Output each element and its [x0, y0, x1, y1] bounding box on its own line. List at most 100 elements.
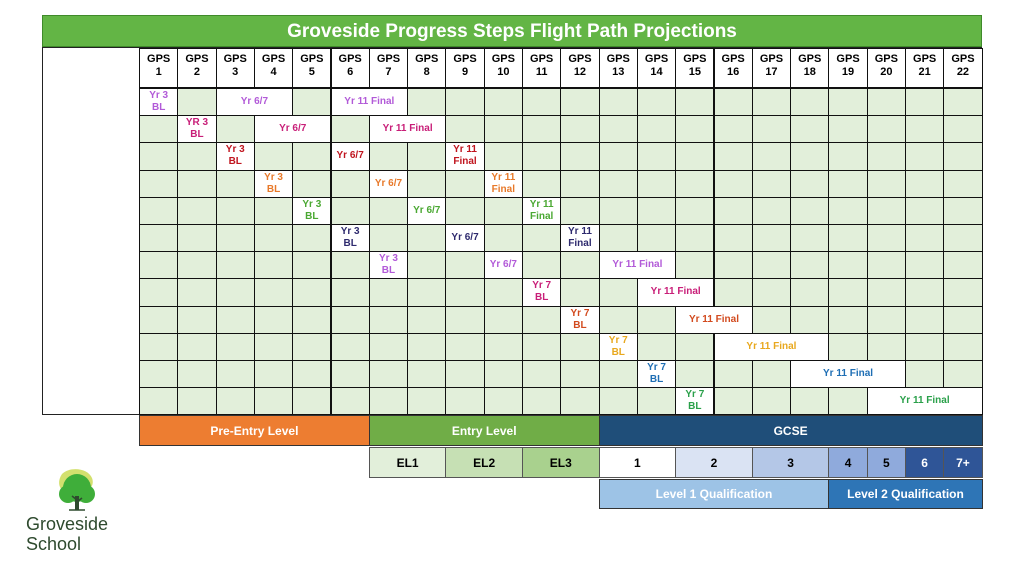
grid-cell: [943, 305, 983, 334]
grid-cell: [943, 115, 983, 144]
grid-cell: [905, 278, 945, 307]
grid-cell: [407, 360, 447, 389]
grid-cell: [368, 142, 409, 171]
flight-path-label: Yr 3 BL: [330, 224, 370, 253]
grid-cell: [177, 332, 217, 361]
grid-cell: [407, 224, 447, 253]
grid-cell: [368, 196, 409, 225]
grid-cell: [943, 278, 983, 307]
gps-header-6: GPS 6: [330, 48, 370, 88]
grid-cell: [253, 224, 294, 253]
grid-cell: [943, 224, 983, 253]
grid-cell: [215, 332, 255, 361]
grid-cell: [253, 332, 294, 361]
flight-path-label: Yr 11 Final: [483, 169, 523, 198]
flight-path-label: Yr 11 Final: [866, 387, 983, 416]
grid-cell: [598, 196, 638, 225]
grid-cell: [828, 387, 868, 416]
grid-cell: [483, 387, 523, 416]
grid-cell: [560, 332, 600, 361]
grid-cell: [905, 305, 945, 334]
flight-path-label: Yr 7 BL: [636, 360, 677, 389]
grid-cell: [292, 332, 332, 361]
grid-cell: [560, 196, 600, 225]
grid-cell: [751, 142, 792, 171]
grid-cell: [713, 224, 753, 253]
grid-cell: [751, 360, 792, 389]
grid-cell: [866, 196, 906, 225]
grid-cell: [445, 332, 485, 361]
grid-cell: [751, 196, 792, 225]
grid-cell: [636, 88, 677, 117]
grid-cell: [368, 360, 409, 389]
grid-cell: [407, 88, 447, 117]
grid-cell: [828, 224, 868, 253]
grid-cell: [905, 332, 945, 361]
grade-cell-0: EL1: [368, 447, 447, 478]
grid-cell: [445, 169, 485, 198]
gps-header-2: GPS 2: [177, 48, 217, 88]
grid-cell: [483, 115, 523, 144]
grid-cell: [790, 305, 830, 334]
grid-cell: [445, 305, 485, 334]
grid-cell: [598, 115, 638, 144]
grid-cell: [675, 196, 715, 225]
grid-cell: [751, 251, 792, 280]
grid-cell: [253, 278, 294, 307]
grid-cell: [905, 196, 945, 225]
grid-cell: [828, 115, 868, 144]
grid-cell: [675, 169, 715, 198]
grid-cell: [330, 332, 370, 361]
grid-cell: [445, 251, 485, 280]
flight-path-label: Yr 3 BL: [292, 196, 332, 225]
grid-cell: [368, 278, 409, 307]
grid-cell: [139, 251, 179, 280]
grid-cell: [215, 278, 255, 307]
grid-cell: [675, 251, 715, 280]
grid-cell: [866, 224, 906, 253]
grid-cell: [636, 305, 677, 334]
grid-cell: [407, 251, 447, 280]
grid-cell: [522, 142, 562, 171]
gps-header-12: GPS 12: [560, 48, 600, 88]
grid-cell: [407, 278, 447, 307]
grid-cell: [713, 169, 753, 198]
level-band-0: Pre-Entry Level: [139, 415, 370, 446]
gps-header-21: GPS 21: [905, 48, 945, 88]
grid-cell: [790, 387, 830, 416]
grid-cell: [943, 360, 983, 389]
grid-cell: [407, 142, 447, 171]
grid-cell: [445, 88, 485, 117]
grid-cell: [483, 332, 523, 361]
grid-cell: [330, 278, 370, 307]
grade-cell-1: EL2: [445, 447, 523, 478]
grid-cell: [828, 142, 868, 171]
flight-path-label: Yr 6/7: [407, 196, 447, 225]
grid-cell: [713, 278, 753, 307]
flight-path-label: Yr 3 BL: [368, 251, 409, 280]
grid-cell: [751, 88, 792, 117]
grid-cell: [905, 115, 945, 144]
flight-path-label: Yr 6/7: [330, 142, 370, 171]
grid-cell: [828, 332, 868, 361]
grid-cell: [368, 387, 409, 416]
grid-cell: [636, 142, 677, 171]
grid-cell: [177, 251, 217, 280]
grid-cell: [560, 142, 600, 171]
gps-header-5: GPS 5: [292, 48, 332, 88]
grade-cell-3: 1: [598, 447, 677, 478]
grid-cell: [483, 305, 523, 334]
grid-cell: [522, 305, 562, 334]
gps-header-10: GPS 10: [483, 48, 523, 88]
grid-cell: [943, 251, 983, 280]
tree-icon: [59, 469, 95, 511]
grid-cell: [330, 169, 370, 198]
flight-path-label: Yr 3 BL: [253, 169, 294, 198]
grid-cell: [330, 196, 370, 225]
grid-cell: [445, 196, 485, 225]
gps-header-13: GPS 13: [598, 48, 638, 88]
grid-cell: [139, 169, 179, 198]
grid-cell: [866, 278, 906, 307]
school-name-line1: Groveside: [26, 514, 109, 534]
grid-cell: [445, 387, 485, 416]
